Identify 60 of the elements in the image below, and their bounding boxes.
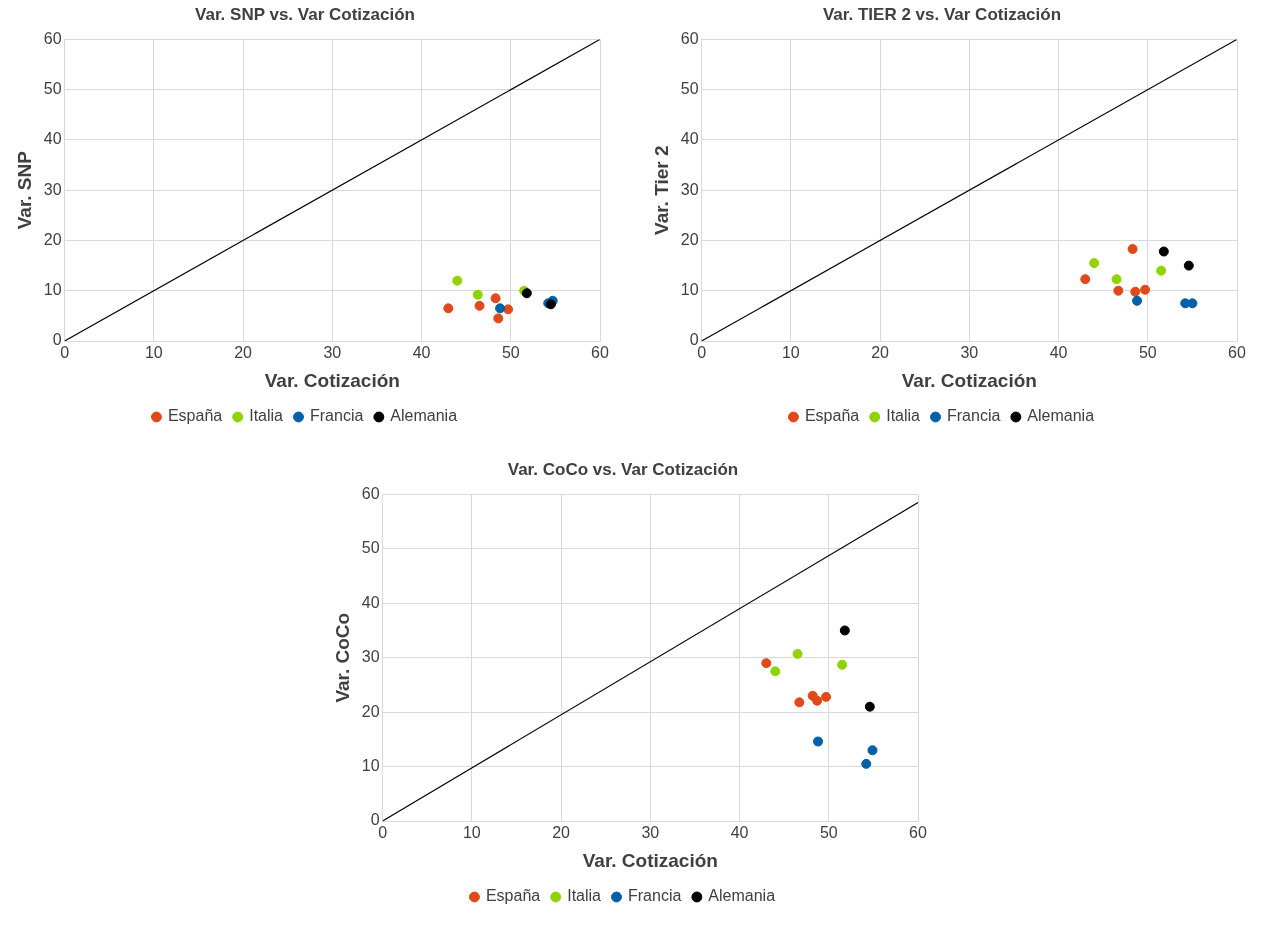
- legend-label: Italia: [567, 887, 602, 905]
- x-axis-title: Var. Cotización: [264, 369, 400, 391]
- chart-title: Var. TIER 2 vs. Var Cotización: [822, 4, 1062, 24]
- legend-label: Alemania: [390, 407, 458, 425]
- y-tick-label: 50: [680, 80, 699, 98]
- legend-label: Italia: [886, 407, 921, 425]
- legend-label: Francia: [628, 887, 682, 905]
- y-tick-label: 10: [43, 281, 62, 299]
- y-tick-label: 0: [370, 811, 380, 829]
- x-tick-label: 30: [323, 344, 342, 362]
- y-tick-label: 30: [361, 648, 380, 666]
- y-tick-label: 40: [680, 130, 699, 148]
- y-tick-label: 60: [43, 29, 62, 47]
- x-tick-label: 40: [1049, 344, 1068, 362]
- x-tick-label: 20: [234, 344, 253, 362]
- x-tick-label: 50: [501, 344, 520, 362]
- y-tick-label: 50: [361, 539, 380, 557]
- x-tick-label: 20: [871, 344, 890, 362]
- x-tick-label: 60: [591, 344, 609, 362]
- legend-label: Italia: [249, 407, 284, 425]
- x-tick-label: 40: [412, 344, 431, 362]
- x-axis-title: Var. Cotización: [901, 369, 1037, 391]
- x-tick-label: 60: [1228, 344, 1246, 362]
- y-tick-label: 50: [43, 80, 62, 98]
- x-tick-label: 40: [730, 824, 749, 842]
- x-tick-label: 10: [144, 344, 163, 362]
- legend-label: Alemania: [1027, 407, 1095, 425]
- x-tick-label: 10: [781, 344, 800, 362]
- legend-label: España: [485, 887, 541, 905]
- x-tick-label: 30: [641, 824, 660, 842]
- y-tick-label: 60: [680, 29, 699, 47]
- y-tick-label: 20: [680, 230, 699, 248]
- legend-label: España: [804, 407, 860, 425]
- y-tick-label: 60: [361, 484, 380, 502]
- x-tick-label: 50: [1138, 344, 1157, 362]
- y-tick-label: 10: [361, 756, 380, 774]
- legend-label: Francia: [947, 407, 1001, 425]
- y-tick-label: 20: [43, 230, 62, 248]
- y-tick-label: 30: [680, 180, 699, 198]
- y-tick-label: 0: [689, 331, 699, 349]
- x-tick-label: 10: [462, 824, 481, 842]
- y-axis-title: Var. SNP: [13, 150, 35, 230]
- legend-label: Alemania: [708, 887, 776, 905]
- legend-label: Francia: [310, 407, 364, 425]
- y-tick-label: 40: [361, 593, 380, 611]
- y-tick-label: 20: [361, 702, 380, 720]
- chart-title: Var. SNP vs. Var Cotización: [195, 4, 415, 24]
- y-axis-title: Var. CoCo: [331, 612, 353, 703]
- y-tick-label: 30: [43, 180, 62, 198]
- x-tick-label: 20: [552, 824, 571, 842]
- y-tick-label: 0: [52, 331, 62, 349]
- y-tick-label: 10: [680, 281, 699, 299]
- chart-title: Var. CoCo vs. Var Cotización: [507, 459, 739, 479]
- x-tick-label: 30: [960, 344, 979, 362]
- x-tick-label: 50: [819, 824, 838, 842]
- y-axis-title: Var. Tier 2: [650, 145, 672, 235]
- legend-label: España: [167, 407, 223, 425]
- x-tick-label: 60: [909, 824, 927, 842]
- y-tick-label: 40: [43, 130, 62, 148]
- x-axis-title: Var. Cotización: [582, 849, 718, 871]
